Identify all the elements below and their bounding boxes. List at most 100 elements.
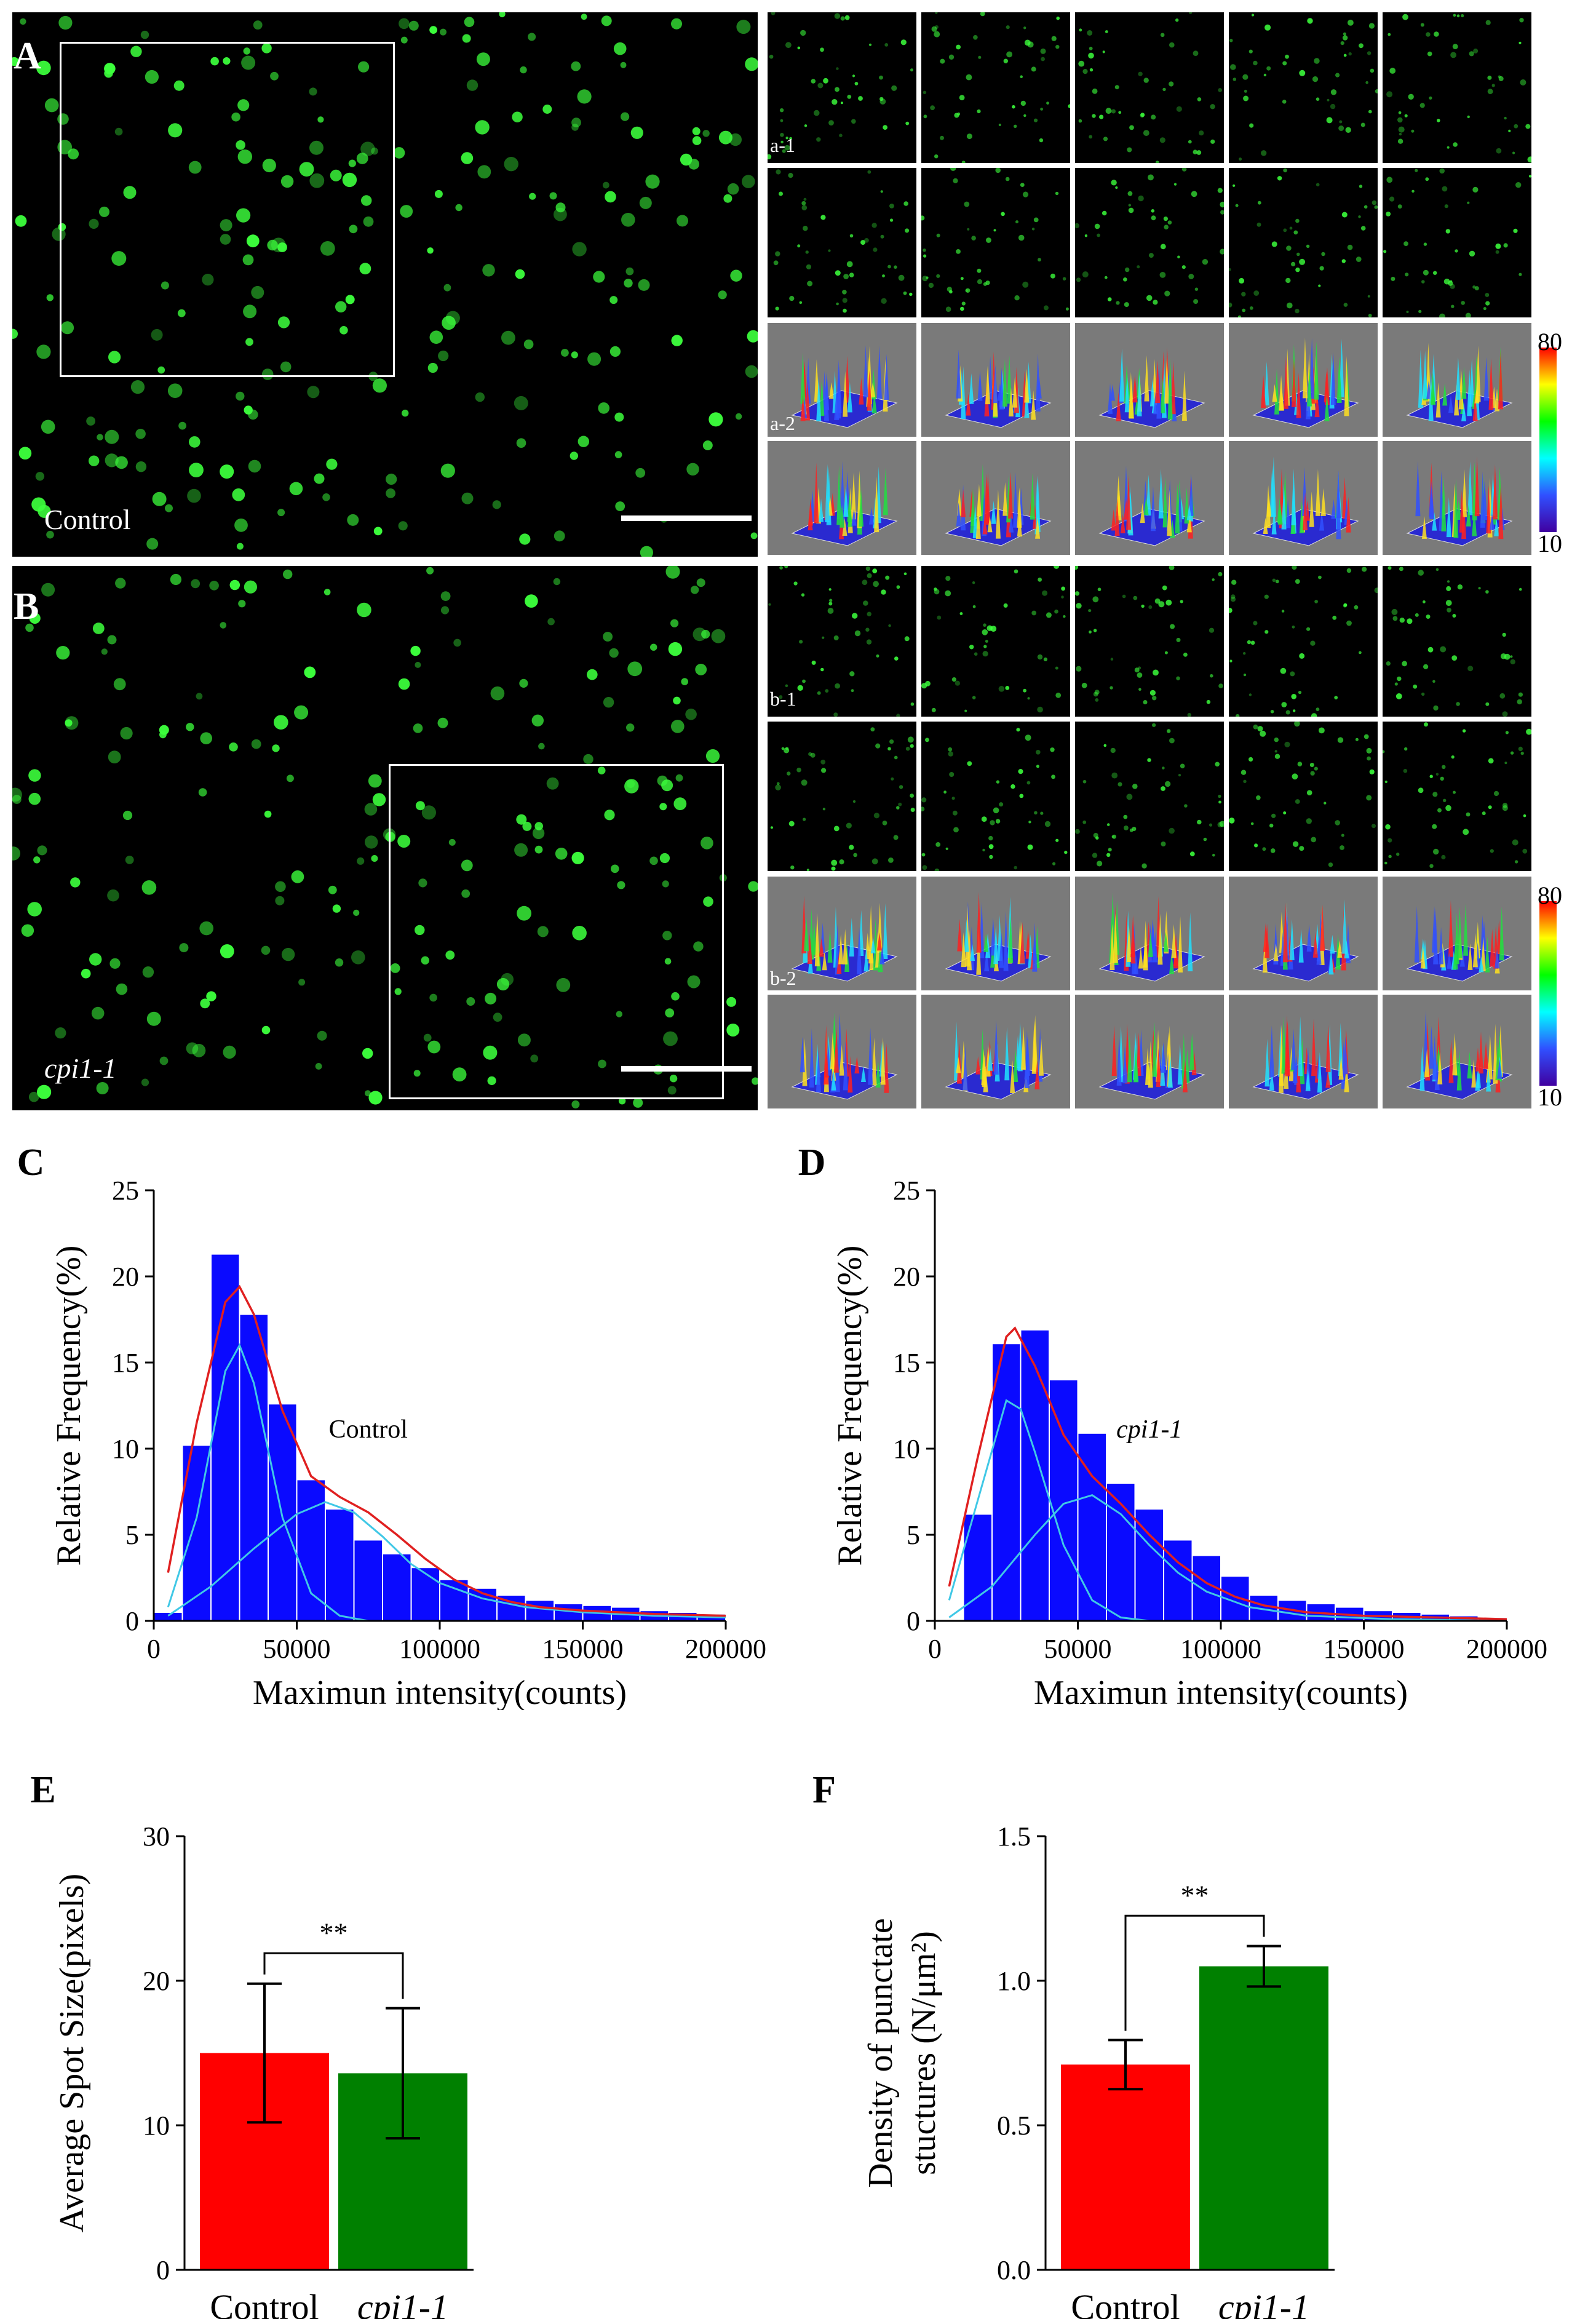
fluorescent-spot: [587, 352, 601, 366]
surface-peak: [1478, 1031, 1483, 1074]
tile-spot: [1335, 820, 1340, 826]
tile-spot: [1241, 770, 1247, 775]
surface-peak: [1467, 461, 1473, 515]
tile-spot: [980, 11, 985, 17]
tile-spot: [1293, 230, 1298, 235]
surface-peak: [1177, 1044, 1183, 1085]
tile-spot: [827, 608, 834, 614]
tile-spot: [1314, 600, 1318, 603]
surface-peak: [1331, 499, 1336, 519]
surface-peak: [1499, 907, 1504, 961]
tile-spot: [952, 810, 958, 816]
fluorescent-spot: [107, 635, 117, 645]
fluorescent-spot: [499, 12, 506, 18]
fluorescent-spot: [718, 130, 732, 145]
image-tile: [919, 165, 1070, 317]
fluorescent-spot: [236, 543, 244, 550]
tile-spot: [822, 636, 825, 639]
tile-spot: [925, 680, 931, 686]
tile-spot: [1280, 667, 1287, 674]
tile-spot: [782, 149, 786, 153]
tile-spot: [864, 238, 869, 243]
surface-peak: [1452, 1033, 1458, 1076]
tile-spot: [1341, 259, 1346, 263]
fluorescent-spot: [627, 661, 643, 677]
tile-spot: [1503, 243, 1508, 248]
fluorescent-spot: [372, 793, 386, 806]
colorbar-b-min: 10: [1538, 1083, 1562, 1111]
significance-bracket: [1124, 1914, 1265, 2031]
fluorescent-spot: [427, 1040, 441, 1054]
tile-spot: [960, 306, 964, 311]
tile-spot: [1148, 253, 1154, 258]
tile-spot: [784, 145, 790, 151]
fluorescent-spot: [37, 1084, 52, 1099]
tile-spot: [1061, 595, 1064, 599]
y-tick-label: 20: [143, 1966, 170, 1996]
tile-spot: [1115, 186, 1118, 189]
tile-spot: [1111, 772, 1118, 779]
fluorescent-spot: [437, 717, 448, 728]
fluorescent-spot: [593, 271, 605, 283]
surface-peak: [1021, 1026, 1026, 1070]
tile-spot: [1343, 54, 1347, 57]
tile-spot: [966, 74, 972, 81]
tile-spot: [1441, 854, 1446, 860]
tile-spot: [806, 264, 811, 269]
tile-spot: [1039, 138, 1044, 143]
tile-spot: [790, 866, 795, 870]
fluorescent-spot: [702, 440, 713, 450]
fluorescent-spot: [696, 578, 705, 587]
surface-peak: [1120, 514, 1125, 533]
tile-spot: [1143, 700, 1148, 704]
tile-spot: [1189, 851, 1195, 857]
tile-spot: [1124, 302, 1129, 308]
tile-spot: [1343, 603, 1348, 607]
surface-peak: [1461, 366, 1467, 399]
tile-spot: [1041, 57, 1045, 62]
surface-peak: [1033, 1015, 1038, 1071]
fluorescent-spot: [281, 947, 295, 961]
surface-peak: [1025, 1036, 1031, 1076]
fluorescent-spot: [603, 697, 614, 708]
tile-spot: [1244, 89, 1247, 93]
histogram-bar: [325, 1508, 355, 1622]
tile-spot: [825, 689, 829, 693]
surface-peak: [1277, 498, 1282, 523]
fluorescent-spot: [347, 514, 359, 526]
fluorescent-spot: [108, 351, 121, 364]
tile-spot: [1270, 848, 1276, 853]
fluorescent-spot: [12, 795, 22, 804]
fluorescent-spot: [410, 645, 421, 656]
tile-spot: [934, 868, 940, 873]
tile-spot: [1078, 60, 1085, 67]
tile-spot: [1062, 277, 1066, 281]
tile-spot: [1031, 228, 1035, 231]
surface-peak: [1467, 943, 1473, 970]
panel-letter-d: D: [798, 1142, 826, 1184]
tile-spot: [1306, 627, 1311, 631]
surface-peak: [1482, 479, 1488, 520]
fluorescent-spot: [517, 1033, 531, 1047]
surface-peak: [1472, 507, 1477, 536]
surface-peak: [838, 934, 844, 965]
tile-spot: [1423, 269, 1429, 276]
tile-spot: [1006, 25, 1010, 30]
tile-spot: [1292, 841, 1299, 847]
tile-spot: [1116, 301, 1120, 305]
tile-spot: [1450, 52, 1456, 58]
tile-spot: [835, 87, 840, 92]
tile-spot: [1229, 659, 1233, 663]
tile-spot: [1299, 846, 1304, 851]
surface-peak: [875, 1061, 881, 1088]
tile-spot: [1028, 821, 1031, 824]
tile-spot: [805, 250, 809, 254]
tile-spot: [1397, 117, 1403, 123]
image-tile: [1227, 168, 1378, 319]
surface-peak: [843, 1040, 848, 1091]
fluorescent-spot: [371, 855, 378, 862]
tile-spot: [1446, 586, 1451, 591]
y-tick-label: 30: [143, 1821, 170, 1852]
fluorescent-spot: [677, 215, 688, 227]
tile-spot: [988, 844, 994, 850]
